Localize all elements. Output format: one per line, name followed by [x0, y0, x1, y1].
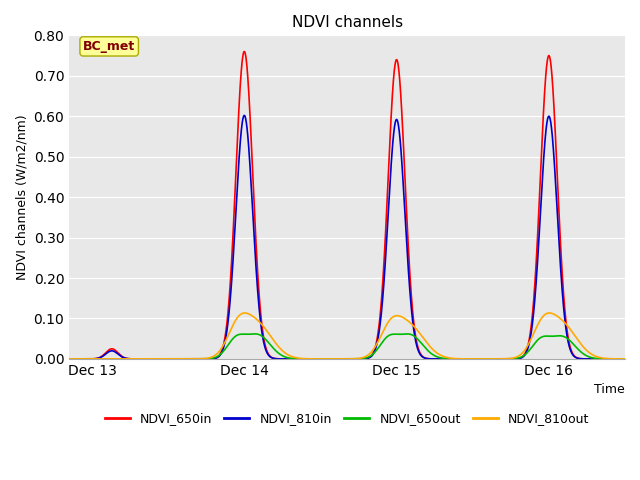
NDVI_650out: [419, 342, 426, 348]
Line: NDVI_810out: NDVI_810out: [69, 313, 625, 359]
NDVI_650in: [267, 354, 275, 360]
NDVI_650out: [267, 342, 275, 348]
Line: NDVI_810in: NDVI_810in: [69, 115, 625, 359]
NDVI_810out: [241, 310, 248, 316]
NDVI_810out: [93, 356, 101, 362]
NDVI_650out: [477, 356, 485, 362]
NDVI_810out: [477, 356, 485, 362]
NDVI_810in: [93, 356, 101, 361]
NDVI_810out: [394, 313, 402, 319]
NDVI_650in: [241, 48, 248, 54]
NDVI_810in: [163, 356, 170, 362]
NDVI_810in: [419, 354, 426, 360]
NDVI_650in: [419, 353, 426, 359]
NDVI_650out: [65, 356, 73, 362]
NDVI_650in: [507, 356, 515, 362]
NDVI_810in: [394, 121, 402, 127]
NDVI_650out: [93, 356, 101, 362]
NDVI_810out: [65, 356, 73, 362]
NDVI_650in: [93, 356, 101, 361]
NDVI_810in: [507, 356, 515, 362]
Title: NDVI channels: NDVI channels: [292, 15, 403, 30]
NDVI_650in: [163, 356, 170, 362]
NDVI_810in: [477, 356, 485, 362]
NDVI_650out: [394, 331, 402, 337]
NDVI_810out: [507, 356, 515, 361]
NDVI_810in: [267, 354, 275, 360]
NDVI_810in: [65, 356, 73, 362]
NDVI_810out: [419, 334, 426, 340]
NDVI_810in: [241, 112, 248, 118]
NDVI_650in: [621, 356, 629, 362]
NDVI_650in: [394, 62, 402, 68]
NDVI_810out: [267, 333, 275, 339]
X-axis label: Time: Time: [595, 384, 625, 396]
NDVI_650out: [621, 356, 629, 362]
Line: NDVI_650out: NDVI_650out: [69, 334, 625, 359]
NDVI_650in: [477, 356, 485, 362]
NDVI_650in: [65, 356, 73, 362]
Legend: NDVI_650in, NDVI_810in, NDVI_650out, NDVI_810out: NDVI_650in, NDVI_810in, NDVI_650out, NDV…: [100, 407, 595, 430]
NDVI_810out: [621, 356, 629, 362]
Text: BC_met: BC_met: [83, 40, 135, 53]
Line: NDVI_650in: NDVI_650in: [69, 51, 625, 359]
NDVI_650out: [507, 356, 515, 362]
Y-axis label: NDVI channels (W/m2/nm): NDVI channels (W/m2/nm): [15, 114, 28, 280]
NDVI_810in: [621, 356, 629, 362]
NDVI_650out: [403, 331, 411, 337]
